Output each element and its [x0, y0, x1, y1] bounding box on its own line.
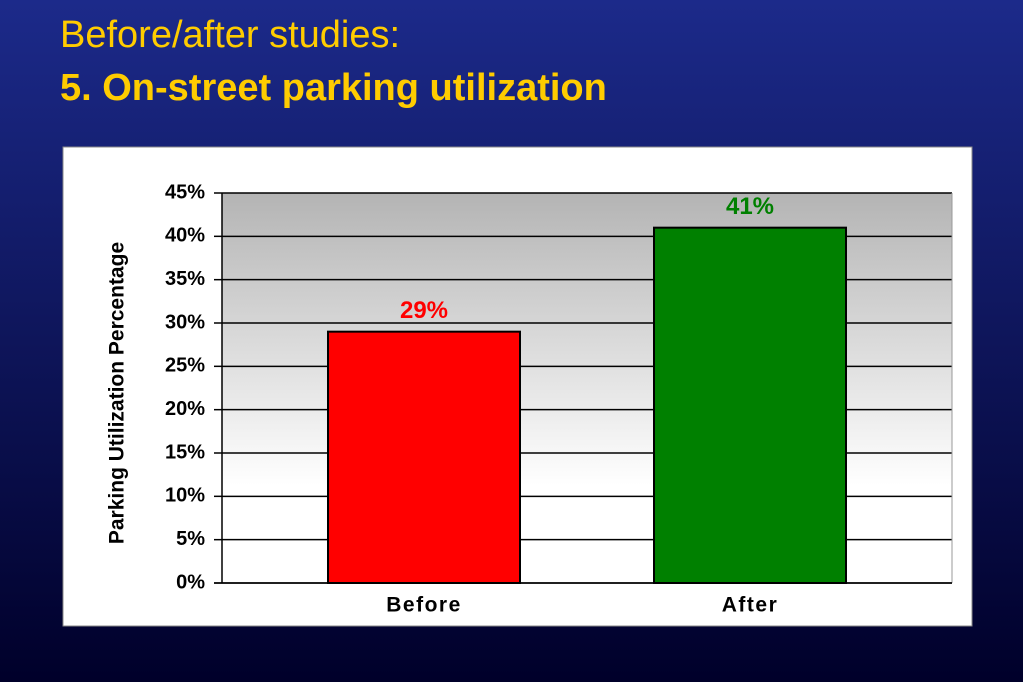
y-tick-label: 40%: [165, 225, 205, 247]
y-tick-label: 10%: [165, 485, 205, 507]
bar: [327, 330, 521, 584]
y-tick-label: 0%: [176, 571, 205, 593]
value-label: 29%: [400, 297, 448, 324]
slide-subtitle: 5. On-street parking utilization: [60, 67, 607, 109]
y-tick-label: 30%: [165, 311, 205, 333]
y-tick-label: 15%: [165, 441, 205, 463]
y-tick-label: 20%: [165, 398, 205, 420]
x-tick-label: Before: [386, 594, 462, 617]
value-label: 41%: [726, 193, 774, 220]
y-tick-label: 25%: [165, 355, 205, 377]
y-axis-title: Parking Utilization Percentage: [106, 242, 129, 544]
x-tick-label: After: [722, 594, 779, 617]
bar: [653, 226, 847, 585]
y-tick-label: 45%: [165, 181, 205, 203]
y-tick-label: 5%: [176, 528, 205, 550]
y-tick-label: 35%: [165, 268, 205, 290]
slide-title: Before/after studies:: [60, 14, 400, 56]
